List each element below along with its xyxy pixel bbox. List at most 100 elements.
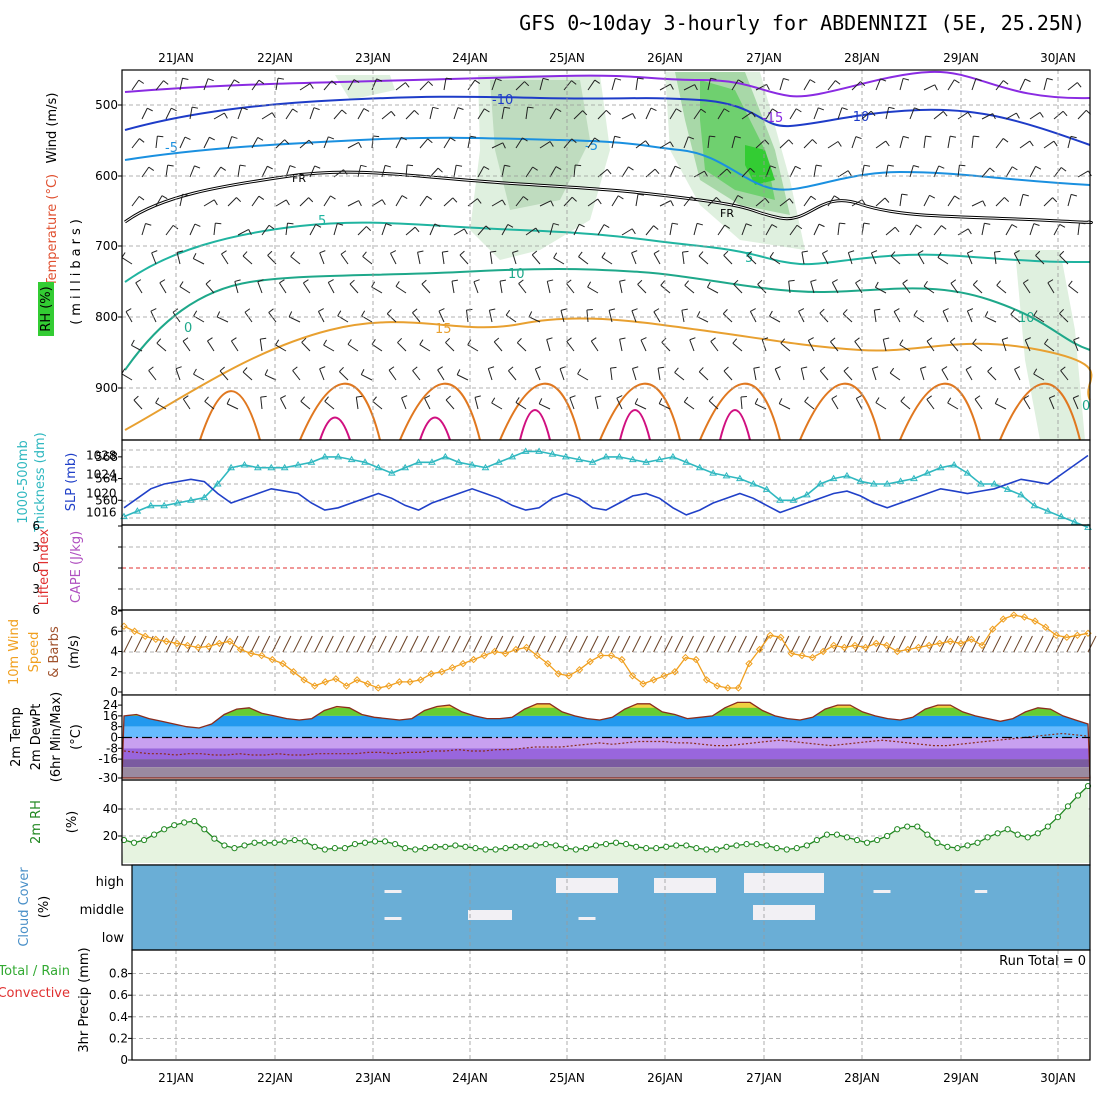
wind-barb-staff [779,403,791,410]
wind-barb-staff [788,281,791,294]
wind-barb-flag [559,366,566,370]
wind-label-4: (m/s) [67,635,82,669]
wind-barb-staff [515,196,524,207]
wind-barb-staff [553,257,565,265]
rh-shading-2 [490,80,590,210]
wind-barb-staff [204,401,215,410]
wind10m-marker [935,639,944,648]
wind-barb-staff [165,165,169,178]
wind-barb-flag [1025,337,1031,341]
wind-barb-flag [1044,338,1049,345]
wind-barb-flag [215,222,222,225]
rh2m-marker [462,843,469,850]
wind-barb-staff [515,137,523,149]
wind10m-marker [967,635,976,644]
wind-barb-staff [947,402,959,410]
wind-barb-flag [801,366,808,369]
wind-barb-flag [872,366,879,370]
rh2m-marker [562,845,569,852]
thickness-marker [548,450,557,457]
wind-barb-flag [156,338,162,344]
wind-barb-staff [1024,339,1031,352]
wind10m-barb [409,635,419,653]
wind-barb-flag [737,195,744,199]
wind10m-marker [946,637,954,646]
wind-barb-flag [1033,223,1040,226]
wind-barb-flag [819,308,825,314]
wind-barb-flag [560,308,567,311]
wind-barb-staff [847,252,853,265]
rh2m-marker [191,818,198,825]
y-tick-label: 0 [32,561,40,575]
rh2m-marker [341,845,349,852]
rh2m-marker [582,845,590,852]
wind-barb-staff [251,195,260,207]
wind-barb-staff [323,195,331,207]
wind-barb-flag [801,250,808,253]
wind-barb-flag [226,398,231,405]
rh2m-marker [281,838,288,845]
thickness-marker [307,458,316,465]
wind-barb-staff [984,316,997,323]
thickness-marker [963,469,972,476]
temp2m-label-4: (°C) [69,724,84,750]
wind-barb-staff [339,371,349,381]
wind-barb-flag [456,164,463,167]
wind10m-marker [925,641,933,650]
top-day-label: 27JAN [746,51,782,65]
wind-barb-flag [535,227,540,234]
wind-barb-flag [855,279,861,284]
wind-barb-staff [1068,285,1079,294]
rh2m-marker [512,843,519,850]
wind-barb-staff [698,255,709,265]
wind10m-marker [671,668,679,676]
wind-barb-flag [434,223,441,227]
thickness-marker [950,461,958,468]
wind-barb-staff [251,137,259,149]
wind-barb-flag [698,251,704,257]
thickness-marker [561,452,570,460]
wind-barb-flag [401,195,408,200]
wind10m-marker [872,639,880,648]
wind-barb-staff [371,199,383,207]
wind-barb-flag [819,366,826,372]
wind-barb-staff [981,223,985,236]
rh2m-marker [412,846,419,853]
thickness-marker [280,463,289,471]
wind10m-barb [483,635,493,653]
wind-barb-flag [373,135,380,138]
cape-axis: 6 3 0 3 6 [32,519,122,617]
wind10m-barb [356,635,366,653]
wind-barb-flag [650,107,657,112]
wind-barb-flag [578,251,583,257]
contour-label-10a: 10 [508,267,525,282]
wind-barb-staff [587,286,599,294]
wind-barb-staff [405,226,416,236]
wind10m-marker [406,678,414,686]
rh2m-axis: 40 20 [103,802,122,843]
wind10m-barb [653,635,663,653]
rh2m-marker [361,839,369,846]
thickness-marker [401,463,410,471]
wind-barb-flag [1060,167,1067,172]
wind-barb-flag [925,135,932,138]
wind-barb-flag [809,79,816,84]
wind10m-barb [1087,635,1097,653]
wind10m-barb [1045,635,1055,653]
wind-barb-flag [783,78,790,81]
wind-barb-staff [299,197,309,207]
cloud-cell [873,890,891,893]
wind-barb-staff [590,340,599,352]
wind10m-barb [557,635,567,653]
wind-barb-staff [412,370,421,381]
wind-barb-staff [323,80,333,91]
wind-barb-staff [830,341,839,352]
wind-barb-staff [499,281,503,294]
wind-barb-flag [360,164,367,168]
thickness-marker [508,452,517,460]
wind10m-barb [346,635,355,653]
contour-label-fr-a: FR [292,172,306,185]
wind-barb-flag [923,280,928,287]
wind-barb-flag [231,136,238,139]
wind-barb-staff [405,165,408,178]
